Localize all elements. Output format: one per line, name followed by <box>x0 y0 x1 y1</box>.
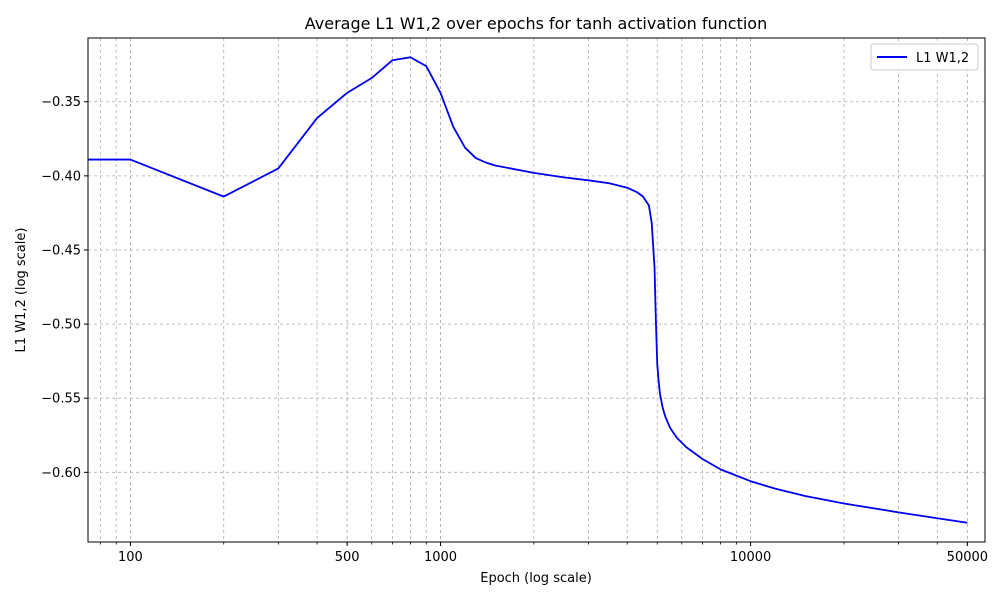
y-axis-label: L1 W1,2 (log scale) <box>14 228 29 353</box>
x-tick-label: 100 <box>118 550 143 565</box>
line-layer <box>88 56 968 524</box>
x-axis-label: Epoch (log scale) <box>480 571 592 586</box>
chart-title: Average L1 W1,2 over epochs for tanh act… <box>305 14 767 33</box>
legend: L1 W1,2 <box>870 43 979 71</box>
x-tick-label: 500 <box>335 550 360 565</box>
series-line-0 <box>88 56 968 524</box>
y-tick-label: −0.50 <box>41 318 81 333</box>
legend-frame <box>870 43 979 71</box>
tick-layer: 100 500 1000 10000 50000 −0.35 −0.40 −0.45 −0.50… <box>41 95 988 565</box>
y-tick-label: −0.40 <box>41 169 81 184</box>
legend-label: L1 W1,2 <box>916 51 969 66</box>
y-tick-label: −0.60 <box>41 466 81 481</box>
y-tick-label: −0.55 <box>41 392 81 407</box>
x-tick-label: 50000 <box>947 550 988 565</box>
x-tick-label: 1000 <box>424 550 457 565</box>
axes-frame <box>87 37 986 543</box>
y-tick-label: −0.45 <box>41 243 81 258</box>
grid-layer <box>88 38 985 542</box>
x-tick-label: 10000 <box>730 550 771 565</box>
y-tick-label: −0.35 <box>41 95 81 110</box>
